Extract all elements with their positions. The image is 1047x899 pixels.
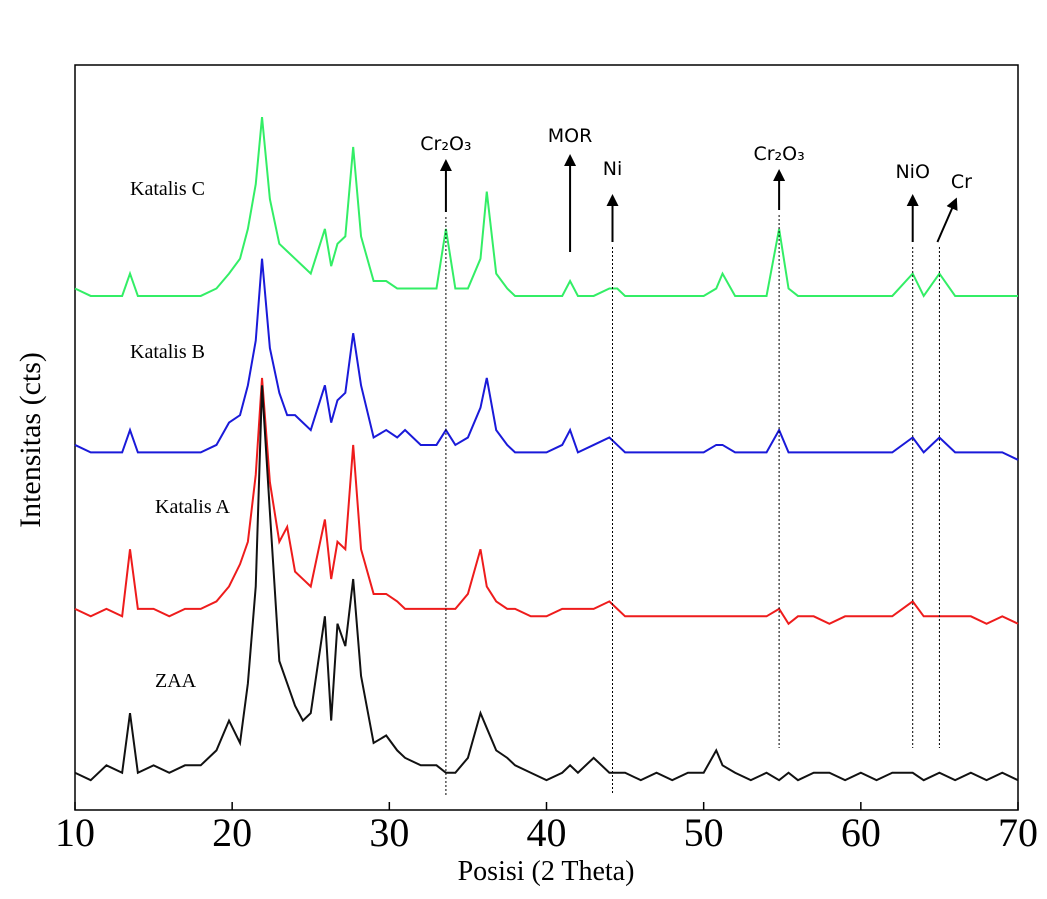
x-tick-label: 40 — [527, 810, 567, 855]
plot-frame — [74, 64, 1019, 811]
series-label: ZAA — [155, 670, 197, 692]
series-label: Katalis B — [130, 341, 205, 363]
series-line — [74, 385, 1019, 782]
x-tick-label: 30 — [369, 810, 409, 855]
x-tick-label: 60 — [841, 810, 881, 855]
series-line — [74, 377, 1019, 626]
x-tick-label: 50 — [684, 810, 724, 855]
x-axis-label: Posisi (2 Theta) — [458, 856, 635, 887]
series-label: Katalis C — [130, 178, 205, 200]
annotation-label: NiO — [895, 161, 929, 183]
annotation-arrow — [936, 197, 958, 243]
y-axis-label: Intensitas (cts) — [14, 352, 47, 528]
x-tick-label: 20 — [212, 810, 252, 855]
annotation-label: Cr — [951, 171, 972, 193]
series-line — [74, 258, 1019, 461]
series-line — [74, 117, 1018, 298]
series-label: Katalis A — [155, 496, 231, 518]
annotation-label: Ni — [603, 158, 623, 180]
annotation-label: Cr₂O₃ — [420, 133, 471, 155]
annotation-label: Cr₂O₃ — [753, 143, 804, 165]
x-tick-label: 70 — [998, 810, 1038, 855]
x-tick-label: 10 — [55, 810, 95, 855]
annotation-label: MOR — [548, 125, 593, 147]
